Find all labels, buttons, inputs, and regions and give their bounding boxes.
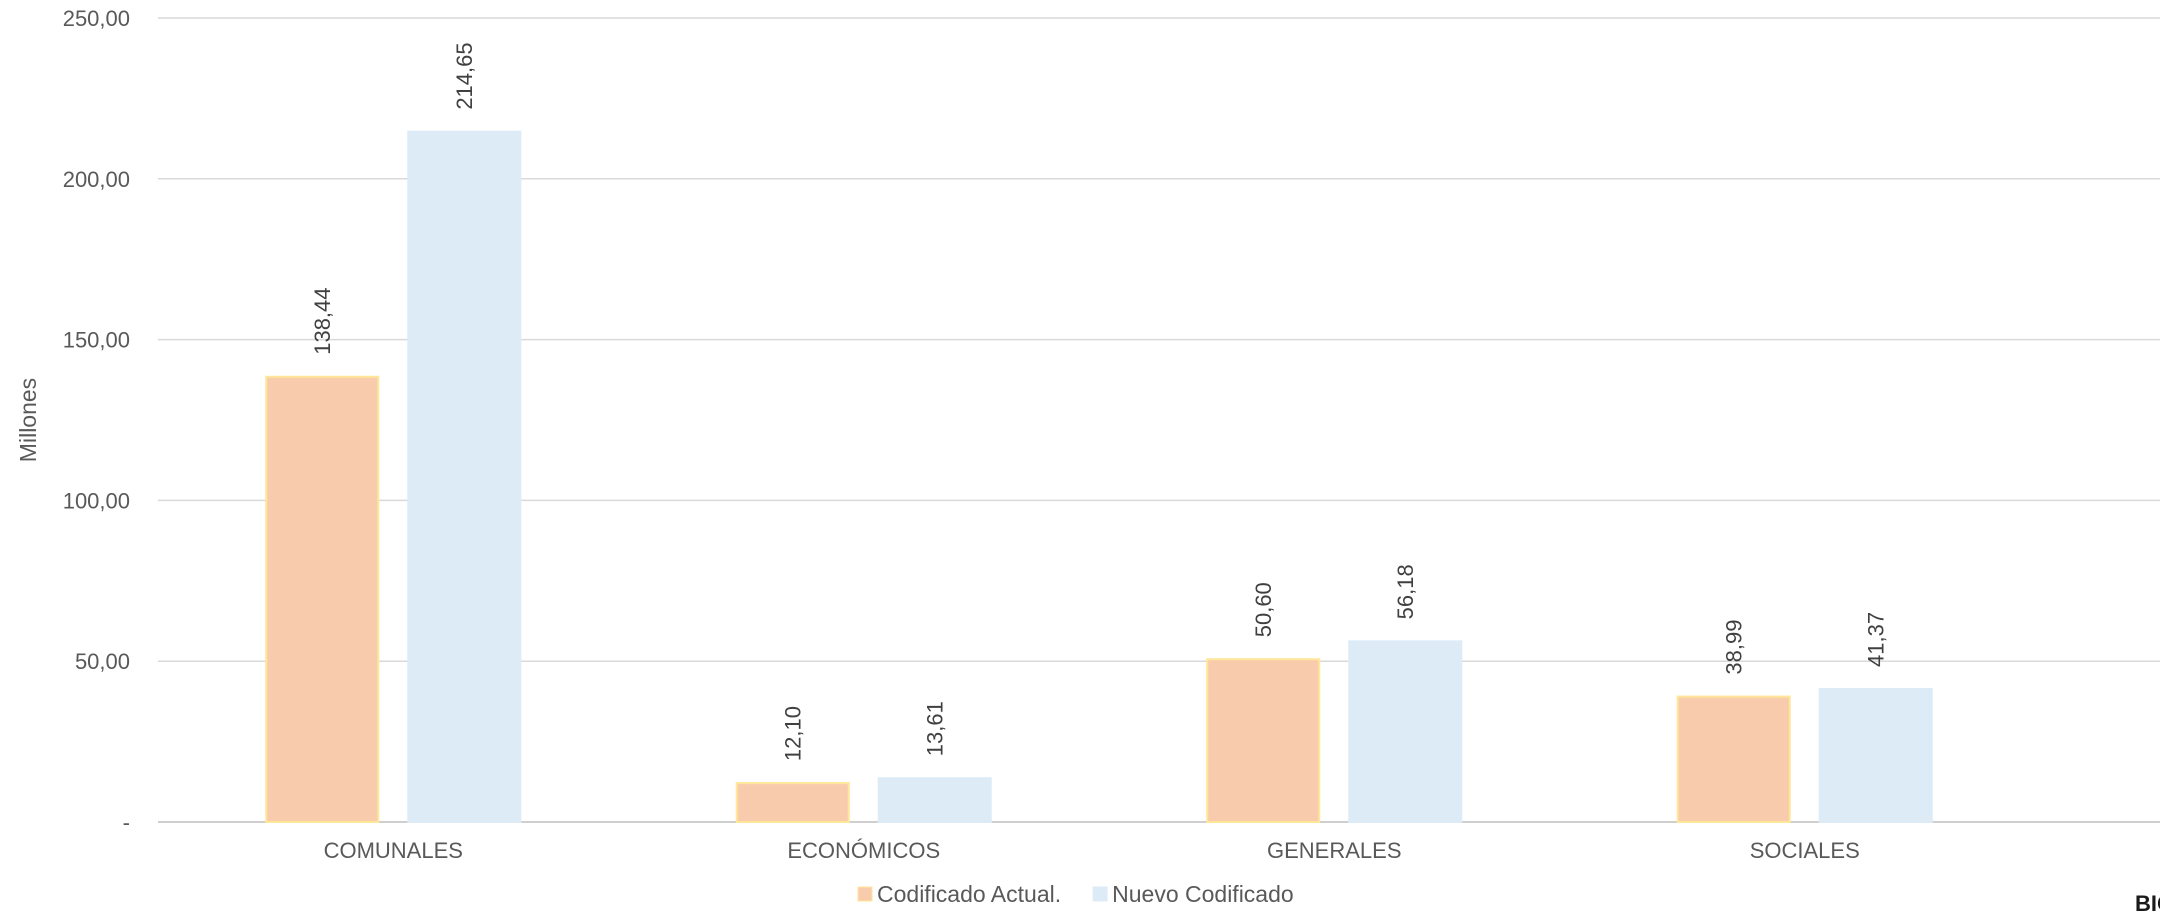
y-tick-label: 100,00 xyxy=(63,488,130,513)
corner-text: BIO xyxy=(2135,891,2160,915)
bar xyxy=(407,130,522,823)
data-label: 50,60 xyxy=(1251,582,1276,637)
legend-label: Nuevo Codificado xyxy=(1112,881,1294,907)
category-labels: COMUNALES ECONÓMICOS GENERALES SOCIALES xyxy=(324,838,1860,863)
data-labels: 138,44 214,65 12,10 13,61 50,60 56,18 38,99 41,… xyxy=(310,42,1889,761)
bar xyxy=(1676,695,1791,823)
data-label: 56,18 xyxy=(1393,564,1418,619)
legend-swatch xyxy=(857,886,873,902)
bar xyxy=(265,375,380,823)
legend-swatch xyxy=(1092,886,1108,902)
data-label: 12,10 xyxy=(781,706,806,761)
legend-label: Codificado Actual. xyxy=(877,881,1061,907)
bar xyxy=(877,777,992,823)
category-label: GENERALES xyxy=(1267,838,1402,863)
y-tick-label: 200,00 xyxy=(63,167,130,192)
data-label: 38,99 xyxy=(1722,620,1747,675)
legend: Codificado Actual. Nuevo Codificado xyxy=(857,881,1294,907)
bar xyxy=(1348,640,1463,824)
y-tick-label: 50,00 xyxy=(75,649,130,674)
data-label: 41,37 xyxy=(1864,612,1889,667)
data-label: 214,65 xyxy=(452,42,477,109)
category-label: COMUNALES xyxy=(324,838,463,863)
data-label: 13,61 xyxy=(923,701,948,756)
bars xyxy=(265,130,1933,824)
data-label: 138,44 xyxy=(310,287,335,354)
y-axis-ticks: - 50,00 100,00 150,00 200,00 250,00 xyxy=(63,6,130,835)
bar xyxy=(1818,687,1933,824)
category-label: SOCIALES xyxy=(1750,838,1860,863)
bar xyxy=(735,782,850,824)
y-tick-label: - xyxy=(123,810,130,835)
y-tick-label: 250,00 xyxy=(63,6,130,31)
y-axis-title: Millones xyxy=(15,378,41,462)
category-label: ECONÓMICOS xyxy=(787,838,940,863)
y-tick-label: 150,00 xyxy=(63,328,130,353)
bar xyxy=(1206,658,1321,823)
